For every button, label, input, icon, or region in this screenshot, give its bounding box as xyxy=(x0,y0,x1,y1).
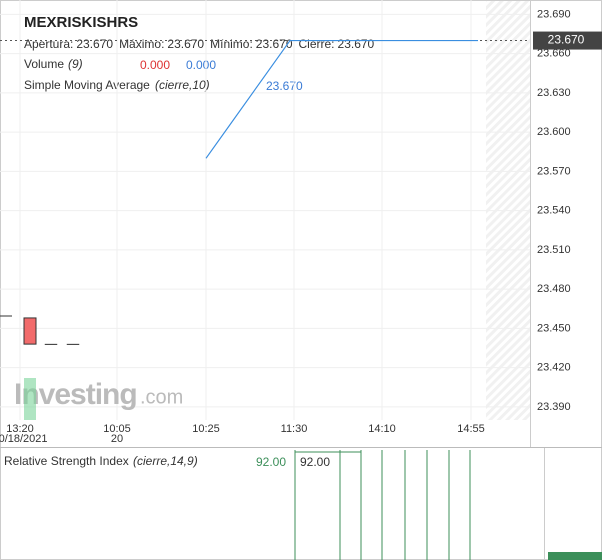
volume-name: Volume xyxy=(24,57,64,71)
candle xyxy=(44,343,58,345)
volume-value: 0.000 xyxy=(186,58,216,72)
y-tick-label: 23.690 xyxy=(537,8,571,20)
legend-label: Cierre: xyxy=(299,37,335,51)
rsi-axis-box xyxy=(548,552,602,560)
legend-value: 23.670 xyxy=(338,37,375,51)
x-tick-sublabel: 10/18/2021 xyxy=(0,433,48,445)
y-tick-label: 23.480 xyxy=(537,283,571,295)
legend-label: Máximo: xyxy=(119,37,164,51)
legend-value: 23.670 xyxy=(167,37,204,51)
last-price-label: 23.670 xyxy=(548,33,585,47)
sma-line xyxy=(205,39,478,159)
x-tick-sublabel: 20 xyxy=(111,433,123,445)
rsi-name: Relative Strength Index xyxy=(4,454,129,468)
candle xyxy=(23,317,37,345)
volume-params: (9) xyxy=(68,57,83,71)
y-tick-label: 23.630 xyxy=(537,87,571,99)
y-tick-label: 23.570 xyxy=(537,165,571,177)
y-tick-label: 23.600 xyxy=(537,126,571,138)
legend-value: 23.670 xyxy=(76,37,113,51)
watermark-bar xyxy=(24,378,36,420)
symbol: MEXRISKISHRS xyxy=(24,14,138,31)
last-price-box xyxy=(533,31,602,50)
candle xyxy=(66,343,80,345)
x-tick-label: 14:55 xyxy=(457,423,485,435)
y-tick-label: 23.420 xyxy=(537,362,571,374)
x-tick-label: 14:10 xyxy=(368,423,396,435)
x-tick-label: 10:25 xyxy=(192,423,220,435)
sma-name: Simple Moving Average xyxy=(24,78,150,92)
y-tick-label: 23.450 xyxy=(537,322,571,334)
y-tick-label: 23.390 xyxy=(537,401,571,413)
volume-value: 0.000 xyxy=(140,58,170,72)
sma-params: (cierre,10) xyxy=(155,78,210,92)
x-tick-label: 13:20 xyxy=(6,423,34,435)
rsi-params: (cierre,14,9) xyxy=(133,454,198,468)
rsi-value: 92.00 xyxy=(256,455,286,469)
x-tick-label: 11:30 xyxy=(281,423,308,435)
sma-value: 23.670 xyxy=(266,79,303,93)
rsi-value-box: 92.00 xyxy=(300,455,330,469)
watermark-suffix: .com xyxy=(140,386,183,408)
legend-label: Apertura: xyxy=(24,37,73,51)
legend-label: Mínimo: xyxy=(210,37,253,51)
y-tick-label: 23.510 xyxy=(537,244,571,256)
y-tick-label: 23.540 xyxy=(537,205,571,217)
x-tick-label: 10:05 xyxy=(103,423,131,435)
y-tick-label: 23.660 xyxy=(537,48,571,60)
